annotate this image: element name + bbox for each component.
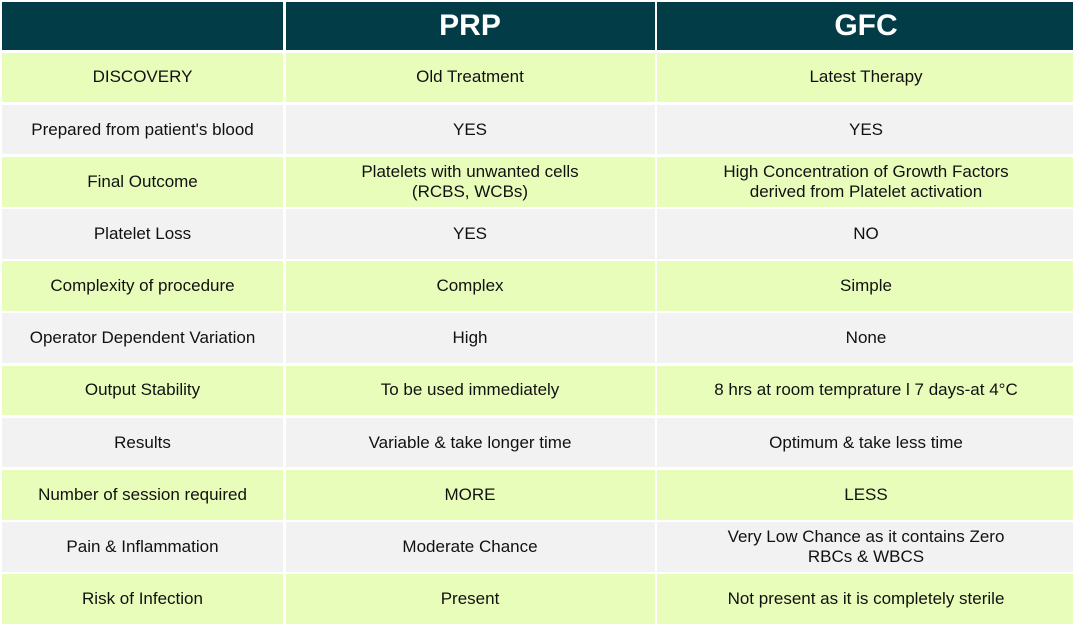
row-label: Complexity of procedure <box>2 261 283 311</box>
prp-value: Present <box>285 574 655 624</box>
gfc-value: Not present as it is completely sterile <box>657 574 1073 624</box>
row-label: DISCOVERY <box>2 52 283 103</box>
prp-value: Old Treatment <box>285 52 655 103</box>
header-corner-cell <box>2 2 283 50</box>
header-gfc: GFC <box>657 2 1073 50</box>
gfc-value: Simple <box>657 261 1073 311</box>
row-label: Output Stability <box>2 365 283 416</box>
row-label: Number of session required <box>2 469 283 520</box>
row-label: Results <box>2 417 283 468</box>
gfc-value: LESS <box>657 469 1073 520</box>
row-label: Operator Dependent Variation <box>2 313 283 364</box>
prp-value: High <box>285 313 655 364</box>
row-label: Platelet Loss <box>2 209 283 259</box>
header-prp: PRP <box>285 2 655 50</box>
gfc-value: 8 hrs at room temprature l 7 days-at 4°C <box>657 365 1073 416</box>
row-label: Pain & Inflammation <box>2 522 283 572</box>
prp-value: YES <box>285 104 655 155</box>
gfc-value: Very Low Chance as it contains Zero RBCs… <box>657 522 1073 572</box>
gfc-value: Latest Therapy <box>657 52 1073 103</box>
prp-value: To be used immediately <box>285 365 655 416</box>
row-label: Risk of Infection <box>2 574 283 624</box>
gfc-value: None <box>657 313 1073 364</box>
prp-value: Complex <box>285 261 655 311</box>
prp-value: Platelets with unwanted cells (RCBS, WCB… <box>285 156 655 207</box>
prp-value: Variable & take longer time <box>285 417 655 468</box>
gfc-value: NO <box>657 209 1073 259</box>
prp-value: YES <box>285 209 655 259</box>
gfc-value: YES <box>657 104 1073 155</box>
prp-value: Moderate Chance <box>285 522 655 572</box>
gfc-value: Optimum & take less time <box>657 417 1073 468</box>
row-label: Prepared from patient's blood <box>2 104 283 155</box>
prp-value: MORE <box>285 469 655 520</box>
gfc-value: High Concentration of Growth Factors der… <box>657 156 1073 207</box>
row-label: Final Outcome <box>2 156 283 207</box>
